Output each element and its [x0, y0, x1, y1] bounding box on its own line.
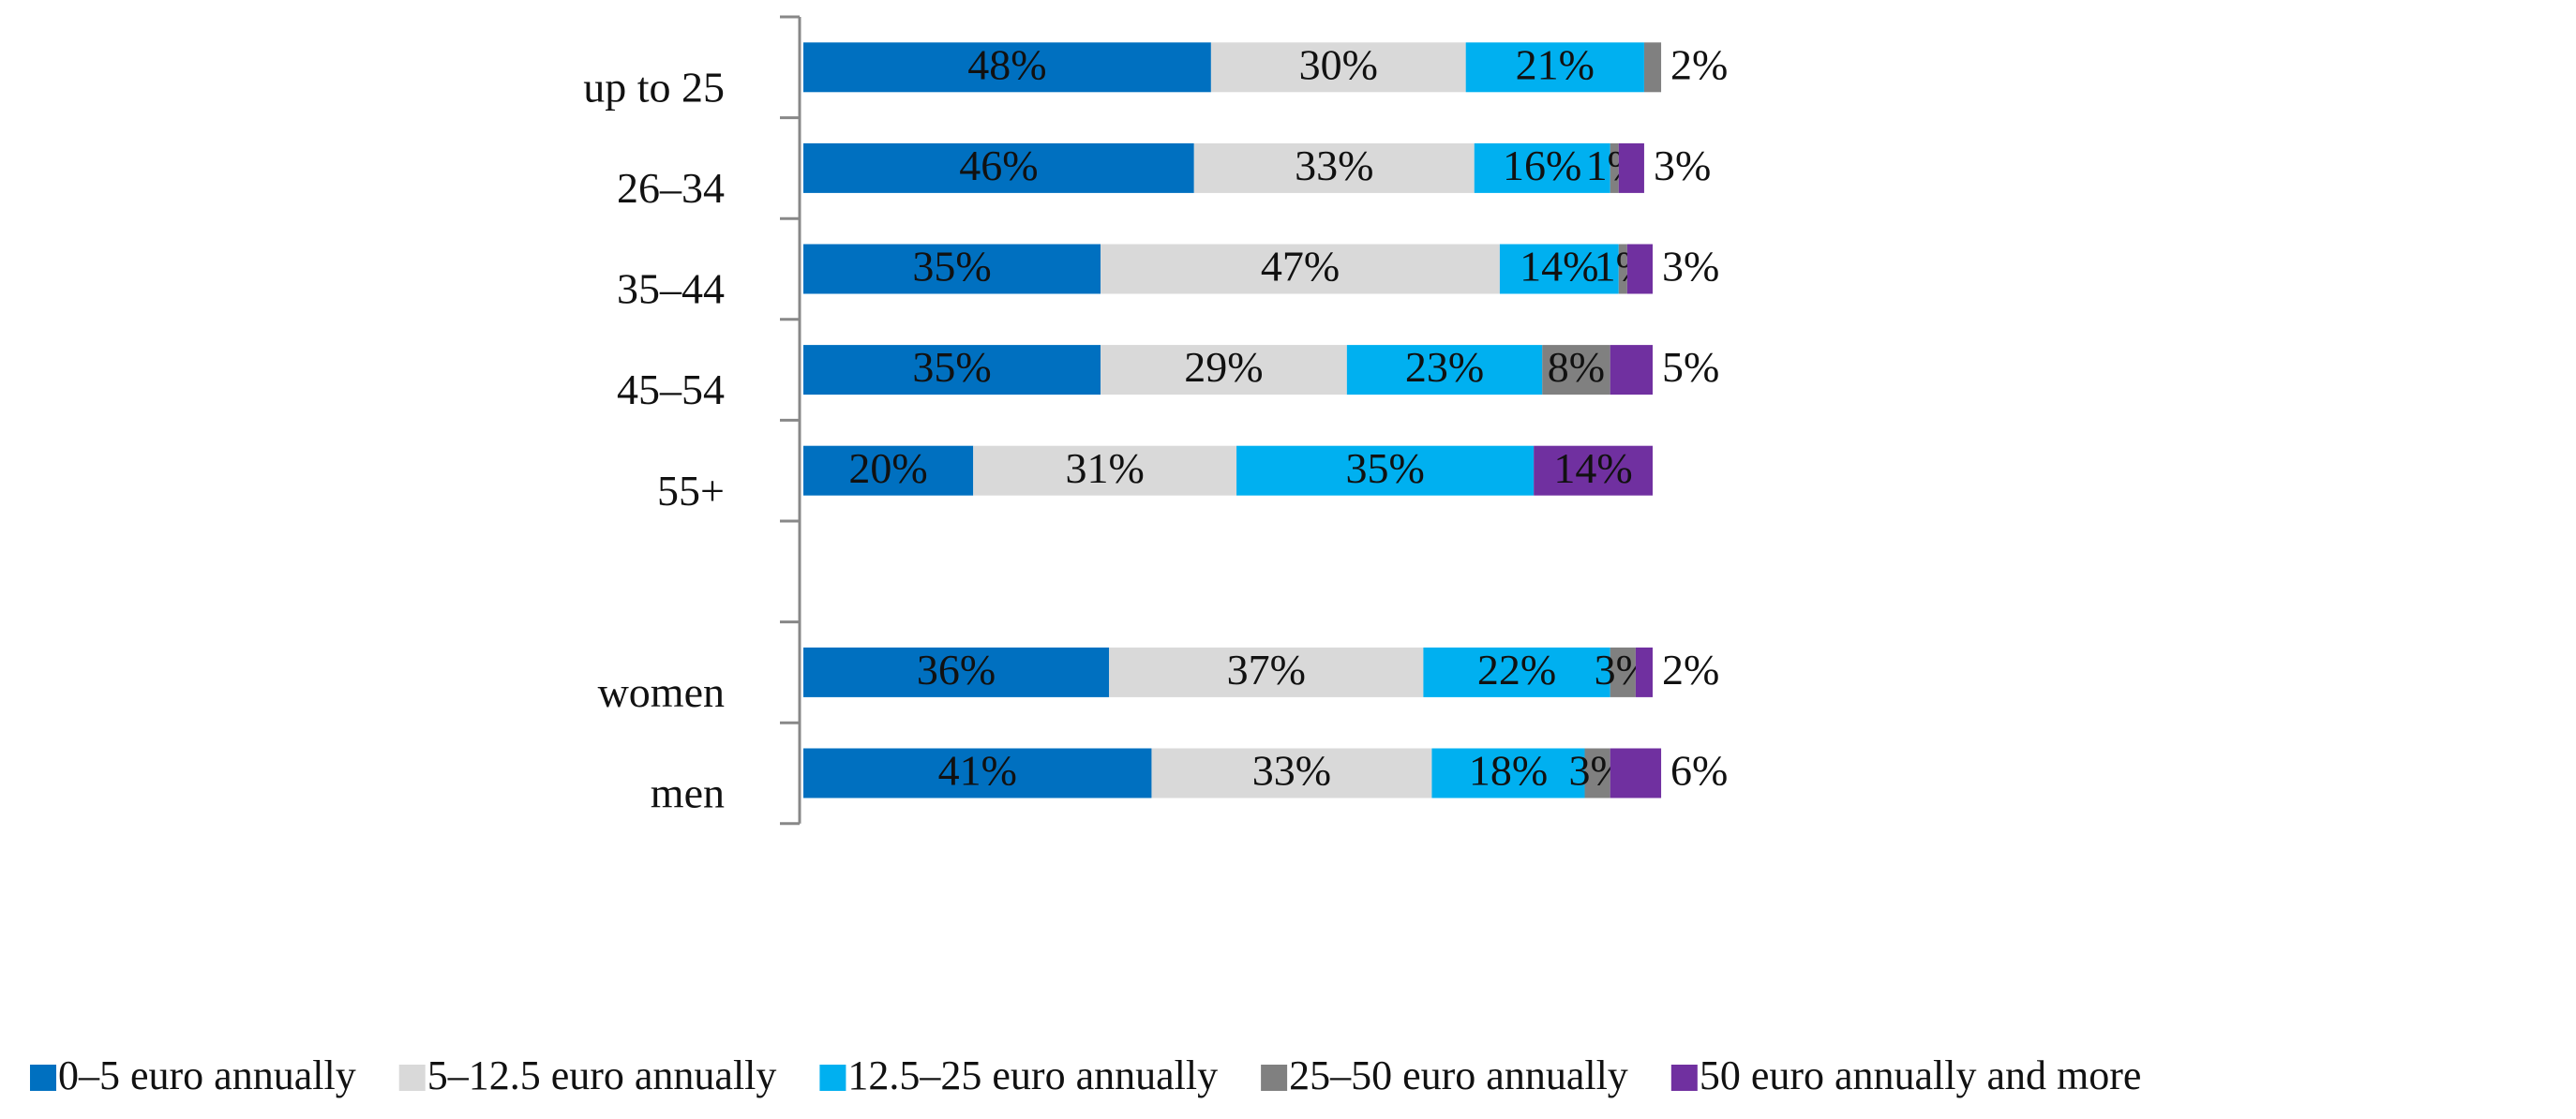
legend-label: 5–12.5 euro annually	[427, 1052, 777, 1098]
bar-segment	[1618, 142, 1644, 193]
bar-segment	[1101, 244, 1500, 294]
bar-segment	[1635, 647, 1653, 697]
value-label: 18%	[1469, 747, 1548, 795]
value-label: 2%	[1670, 40, 1728, 88]
category-label: 55+	[657, 467, 725, 515]
bar-segment	[1610, 345, 1653, 395]
category-label: 26–34	[617, 164, 725, 212]
value-label: 48%	[967, 40, 1046, 88]
value-label: 3%	[1654, 142, 1711, 189]
value-label: 33%	[1295, 142, 1373, 189]
bar-segment	[803, 647, 1110, 697]
bar-segment	[1151, 748, 1432, 798]
value-label: 31%	[1065, 444, 1144, 492]
category-label: men	[651, 769, 725, 817]
value-label: 23%	[1405, 343, 1484, 391]
bar-segment	[1431, 748, 1585, 798]
value-label: 14%	[1520, 243, 1598, 291]
bar-segment	[973, 445, 1237, 496]
bar-segment	[803, 445, 974, 496]
value-label: 36%	[917, 646, 996, 694]
value-label: 3%	[1662, 243, 1719, 291]
bar-segment	[803, 345, 1101, 395]
value-label: 14%	[1553, 444, 1632, 492]
legend-label: 25–50 euro annually	[1289, 1052, 1628, 1098]
bar-segment	[1109, 647, 1424, 697]
value-label: 37%	[1227, 646, 1306, 694]
value-label: 47%	[1261, 243, 1340, 291]
bar-segment	[1618, 244, 1627, 294]
legend-swatch	[30, 1065, 56, 1091]
bar-segment	[1236, 445, 1535, 496]
bar-segment	[1610, 748, 1662, 798]
value-label: 2%	[1662, 646, 1719, 694]
legend-swatch	[1261, 1065, 1288, 1091]
value-label: 35%	[1345, 444, 1424, 492]
legend-label: 12.5–25 euro annually	[847, 1052, 1218, 1098]
bar-segment	[1610, 647, 1636, 697]
bar-segment	[1542, 345, 1610, 395]
bar-segment	[1534, 445, 1653, 496]
value-label: 6%	[1670, 747, 1728, 795]
value-label: 33%	[1252, 747, 1331, 795]
bar-segment	[1423, 647, 1610, 697]
legend-swatch	[819, 1065, 846, 1091]
bar-segment	[803, 42, 1211, 93]
bar-segment	[803, 244, 1101, 294]
value-label: 5%	[1662, 343, 1719, 391]
legend-label: 50 euro annually and more	[1700, 1052, 2142, 1098]
value-label: 22%	[1477, 646, 1556, 694]
category-label: 45–54	[617, 366, 725, 413]
value-label: 20%	[848, 444, 927, 492]
value-label: 29%	[1184, 343, 1263, 391]
bar-segment	[803, 142, 1194, 193]
bar-segment	[1584, 748, 1610, 798]
category-label: up to 25	[583, 63, 725, 111]
legend-label: 0–5 euro annually	[58, 1052, 356, 1098]
value-label: 35%	[912, 243, 991, 291]
bar-segment	[1465, 42, 1644, 93]
value-label: 30%	[1299, 40, 1378, 88]
bar-segment	[1499, 244, 1619, 294]
legend-swatch	[1670, 1065, 1698, 1091]
bar-segment	[1610, 142, 1619, 193]
legend-swatch	[398, 1065, 426, 1091]
category-label: women	[598, 668, 725, 716]
bar-segment	[1346, 345, 1543, 395]
bar-segment	[1474, 142, 1610, 193]
value-label: 41%	[938, 747, 1017, 795]
value-label: 21%	[1516, 40, 1595, 88]
value-label: 46%	[959, 142, 1038, 189]
value-label: 35%	[912, 343, 991, 391]
value-label: 16%	[1503, 142, 1581, 189]
bar-segment	[1193, 142, 1475, 193]
value-label: 8%	[1548, 343, 1605, 391]
category-label: 35–44	[617, 265, 725, 313]
bar-segment	[1626, 244, 1653, 294]
bar-segment	[1210, 42, 1466, 93]
bar-segment	[1101, 345, 1347, 395]
bar-segment	[803, 748, 1152, 798]
bar-segment	[1643, 42, 1662, 93]
